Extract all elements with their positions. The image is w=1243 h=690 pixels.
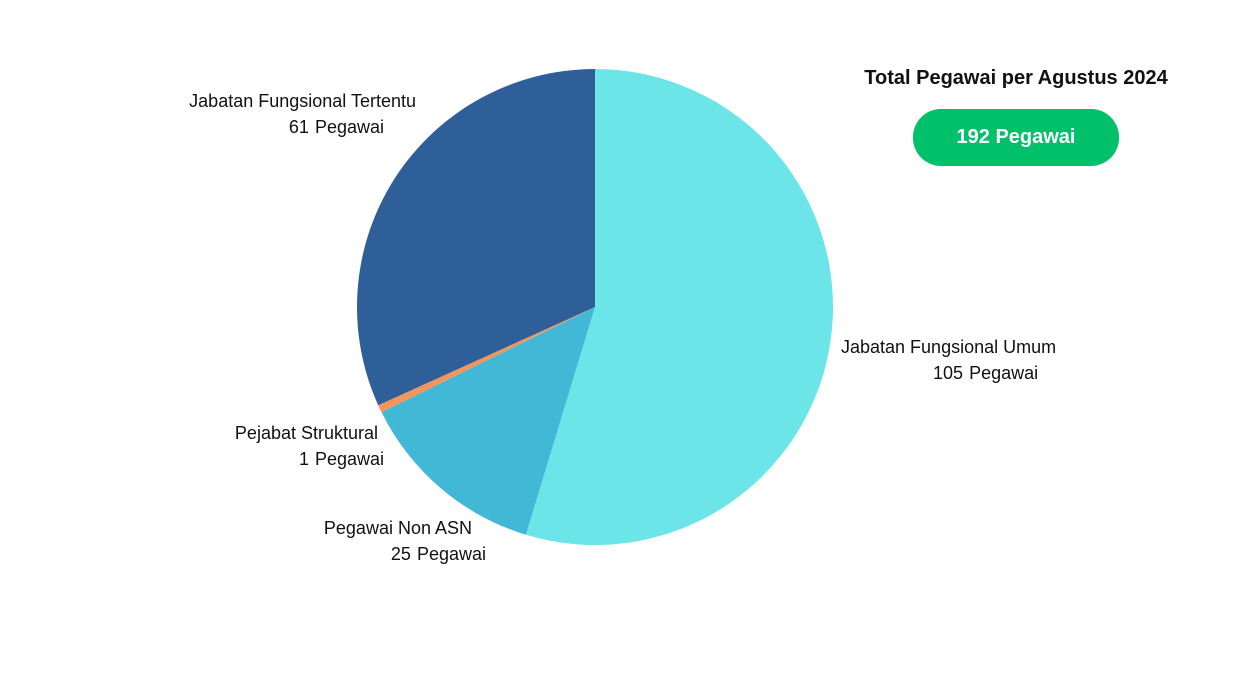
pie-slice-pejabat-struktural (378, 307, 595, 413)
label-pegawai-non-asn: Pegawai Non ASN 25 Pegawai (323, 515, 486, 567)
total-badge: 192 Pegawai (913, 109, 1119, 166)
pie-slice-jabatan-fungsional-tertentu (356, 69, 595, 406)
label-jabatan-fungsional-umum: Jabatan Fungsional Umum 105 Pegawai (841, 334, 1056, 386)
slice-label-name: Pejabat Struktural (234, 423, 378, 443)
pie-slice-pegawai-non-asn (381, 307, 595, 535)
slice-label-value: 25 (390, 544, 411, 564)
label-pejabat-struktural: Pejabat Struktural 1 Pegawai (234, 420, 384, 472)
slice-label-unit: Pegawai (416, 544, 486, 564)
label-jabatan-fungsional-tertentu: Jabatan Fungsional Tertentu 61 Pegawai (189, 88, 416, 140)
total-title: Total Pegawai per Agustus 2024 (864, 67, 1168, 89)
slice-label-value: 105 (933, 363, 964, 383)
slice-label-unit: Pegawai (314, 449, 384, 469)
slice-label-name: Jabatan Fungsional Tertentu (189, 91, 416, 111)
pie-slice-jabatan-fungsional-umum (525, 68, 834, 545)
slice-label-unit: Pegawai (969, 363, 1039, 383)
slice-label-name: Pegawai Non ASN (323, 518, 472, 538)
slice-label-value: 1 (298, 449, 309, 469)
slice-label-name: Jabatan Fungsional Umum (841, 337, 1057, 357)
slice-label-unit: Pegawai (314, 117, 384, 137)
slice-label-value: 61 (288, 117, 309, 137)
